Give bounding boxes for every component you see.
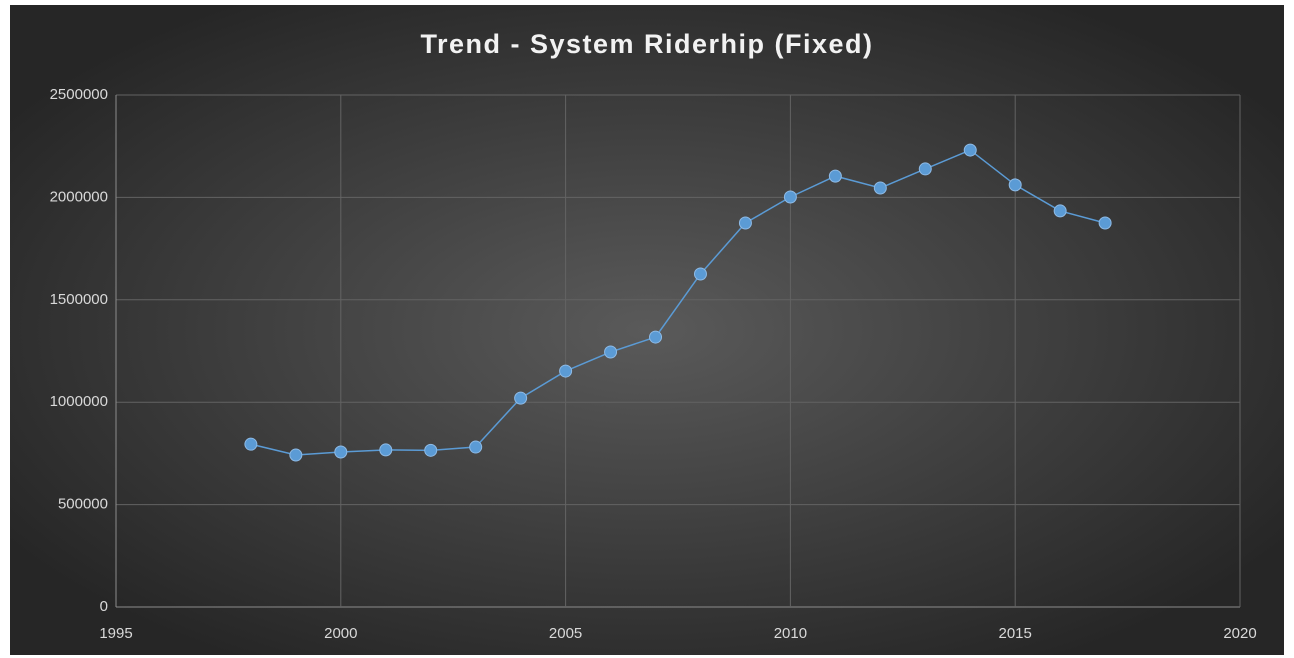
data-point <box>963 143 977 157</box>
chart-title: Trend - System Riderhip (Fixed) <box>420 29 873 59</box>
data-point <box>334 445 348 459</box>
y-tick-label: 1000000 <box>50 393 108 410</box>
x-tick-label: 2015 <box>999 625 1032 642</box>
data-point <box>1053 204 1067 218</box>
data-point <box>559 364 573 378</box>
y-tick-label: 1500000 <box>50 291 108 308</box>
data-point <box>918 162 932 176</box>
data-point <box>289 448 303 462</box>
data-point <box>379 443 393 457</box>
x-tick-label: 2020 <box>1223 625 1256 642</box>
chart-background <box>10 5 1284 655</box>
data-point <box>1008 178 1022 192</box>
y-tick-label: 0 <box>100 598 108 615</box>
x-tick-label: 2010 <box>774 625 807 642</box>
data-point <box>514 391 528 405</box>
x-tick-label: 2000 <box>324 625 357 642</box>
data-point <box>1098 216 1112 230</box>
data-point <box>738 216 752 230</box>
data-point <box>424 443 438 457</box>
data-point <box>244 437 258 451</box>
x-tick-label: 1995 <box>99 625 132 642</box>
data-point <box>693 267 707 281</box>
y-tick-label: 2500000 <box>50 86 108 103</box>
data-point <box>649 330 663 344</box>
y-tick-label: 500000 <box>58 496 108 513</box>
data-point <box>604 345 618 359</box>
data-point <box>873 181 887 195</box>
series-line <box>250 149 1106 456</box>
data-point <box>828 169 842 183</box>
x-tick-label: 2005 <box>549 625 582 642</box>
data-point <box>469 440 483 454</box>
data-point <box>783 190 797 204</box>
y-tick-label: 2000000 <box>50 188 108 205</box>
